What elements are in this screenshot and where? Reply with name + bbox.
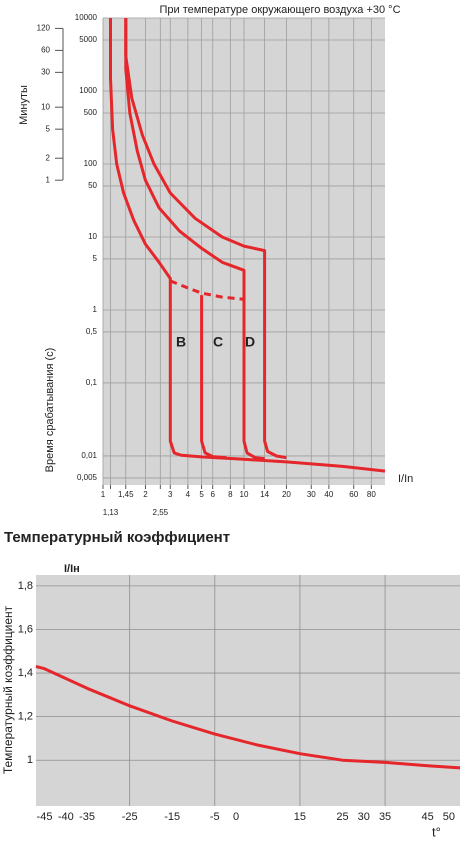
x-tick-label: 50 [443, 811, 455, 823]
x-tick-label: -25 [122, 811, 138, 823]
curve [169, 279, 245, 301]
x-tick-label: -5 [210, 811, 220, 823]
x-axis-label: I/In [398, 473, 413, 485]
x-tick-label: -15 [164, 811, 180, 823]
y-tick-label: 0,01 [81, 451, 97, 460]
curve [200, 295, 227, 460]
y-unit-label: I/Iн [64, 563, 80, 575]
y-tick-label: 1 [93, 305, 98, 314]
x-tick-label: 2 [143, 490, 148, 499]
x-tick-label: 40 [324, 490, 333, 499]
x-tick-label: 6 [210, 490, 215, 499]
x-tick-label: 15 [294, 811, 306, 823]
x-tick-label: 35 [379, 811, 391, 823]
y2-tick-label: 60 [41, 45, 50, 54]
y-tick-label: 100 [84, 159, 98, 168]
y-tick-label: 50 [88, 181, 97, 190]
x-tick-label: 30 [307, 490, 316, 499]
x-tick-label: 2,55 [153, 508, 169, 517]
y-tick-label: 5 [93, 254, 98, 263]
curve [35, 665, 461, 770]
chart-title: Температурный коэффициент [4, 529, 230, 546]
y-tick-label: 500 [84, 108, 98, 117]
plot-area [36, 575, 460, 806]
y-tick-label: 10000 [75, 13, 98, 22]
y2-tick-label: 10 [41, 102, 50, 111]
x-tick-label: 25 [336, 811, 348, 823]
y-tick-label: 1 [27, 754, 33, 766]
curve-label: C [213, 334, 223, 350]
x-tick-label: 14 [260, 490, 269, 499]
y-tick-label: 1,2 [18, 711, 33, 723]
x-tick-label: 80 [367, 490, 376, 499]
curve [109, 18, 386, 473]
y2-axis-label: Минуты [18, 85, 30, 125]
x-tick-label: 0 [233, 811, 239, 823]
y2-tick-label: 120 [37, 24, 51, 33]
x-tick-label: -35 [79, 811, 95, 823]
x-tick-label: 3 [168, 490, 173, 499]
curve [124, 18, 265, 461]
chart-title: При температуре окружающего воздуха +30 … [159, 4, 400, 16]
x-tick-label: 1,13 [103, 508, 119, 517]
curve-label: D [245, 334, 255, 350]
x-tick-label: 8 [228, 490, 233, 499]
y-tick-label: 5000 [79, 35, 97, 44]
y-tick-label: 0,005 [77, 473, 98, 482]
y-tick-label: 1,4 [18, 667, 33, 679]
y2-tick-label: 2 [46, 153, 51, 162]
x-tick-label: 1,45 [118, 490, 134, 499]
y-tick-label: 1,8 [18, 580, 33, 592]
y-tick-label: 10 [88, 232, 97, 241]
y-axis-label: Время срабатывания (с) [44, 348, 56, 473]
y-tick-label: 0,1 [86, 378, 98, 387]
y-tick-label: 0,5 [86, 327, 98, 336]
x-tick-label: 1 [101, 490, 106, 499]
x-tick-label: 10 [240, 490, 249, 499]
curve-label: B [176, 334, 186, 350]
x-tick-label: 20 [282, 490, 291, 499]
y2-tick-label: 5 [46, 124, 51, 133]
x-tick-label: 4 [186, 490, 191, 499]
y2-tick-label: 30 [41, 67, 50, 76]
x-axis-label: t° [432, 824, 441, 839]
y-tick-label: 1,6 [18, 623, 33, 635]
curve [124, 18, 287, 460]
x-tick-label: 30 [358, 811, 370, 823]
y-axis-label: Температурный коэффициент [1, 605, 15, 774]
x-tick-label: 45 [422, 811, 434, 823]
y-tick-label: 1000 [79, 86, 97, 95]
x-tick-label: 60 [349, 490, 358, 499]
x-tick-label: -40 [58, 811, 74, 823]
y2-tick-label: 1 [46, 175, 51, 184]
x-tick-label: 5 [199, 490, 204, 499]
x-tick-label: -45 [37, 811, 53, 823]
